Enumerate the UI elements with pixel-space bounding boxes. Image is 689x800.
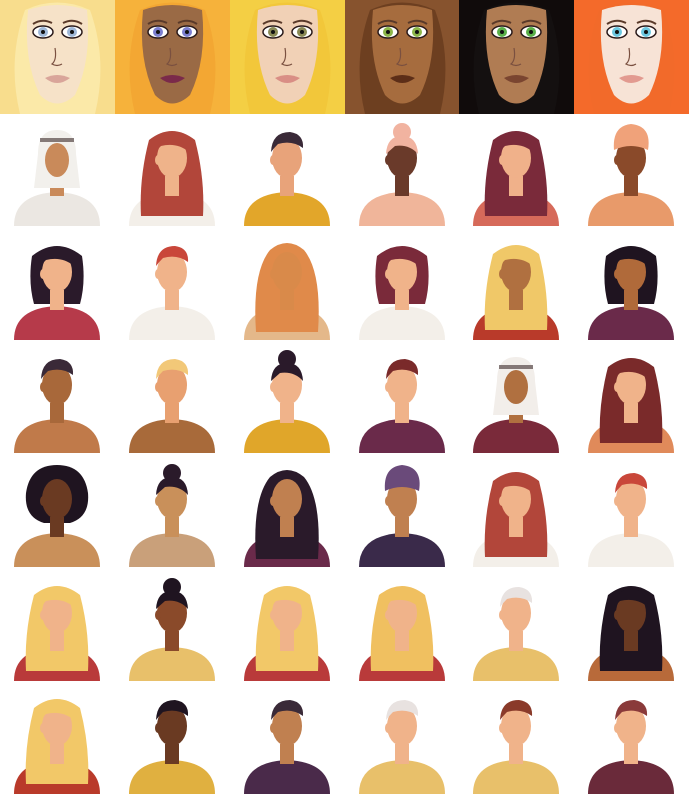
avatar-man-bearded-brown <box>345 345 459 458</box>
avatar-man-dark-short <box>115 686 229 799</box>
avatar-woman-long-blonde-back <box>0 573 114 686</box>
avatar-woman-black-bob <box>0 232 114 345</box>
avatar-woman-long-wavy-red <box>459 459 573 572</box>
avatar-man-curly-red-hair <box>574 459 688 572</box>
avatar-man-white-headscarf <box>459 345 573 458</box>
avatar-woman-long-blonde <box>0 686 114 799</box>
avatar-woman-maroon-hair <box>459 118 573 231</box>
face-golden-hair-violet-eyes <box>114 0 230 114</box>
face-curly-blonde-hazel-eyes <box>229 0 345 114</box>
avatar-man-afro <box>0 459 114 572</box>
avatar-woman-black-hair-hoop <box>574 232 688 345</box>
avatar-man-blonde-profile <box>115 345 229 458</box>
avatar-woman-orange-turban <box>574 118 688 231</box>
avatar-woman-pink-headscarf-back <box>345 118 459 231</box>
avatar-man-bun-beard <box>0 345 114 458</box>
avatar-man-headphones <box>574 686 688 799</box>
avatar-woman-high-bun-dark <box>115 573 229 686</box>
avatar-man-white-hair-glasses <box>459 573 573 686</box>
avatar-man-blonde-dreads <box>345 573 459 686</box>
avatar-woman-black-hijab <box>230 459 344 572</box>
avatar-man-beard-glasses-dark <box>230 686 344 799</box>
face-blonde-blue-eyes <box>0 0 115 114</box>
face-red-hair-blue-eyes <box>574 0 689 114</box>
face-curly-brown-green-eyes <box>344 0 460 114</box>
face-dark-hair-green-eyes <box>459 0 575 114</box>
avatar-woman-braids-dark <box>574 573 688 686</box>
avatar-man-blonde-braids <box>459 232 573 345</box>
avatar-man-white-keffiyeh <box>0 118 114 231</box>
avatar-woman-low-bun <box>115 459 229 572</box>
avatar-man-grey-hair-glasses <box>345 686 459 799</box>
avatar-woman-blonde-ponytail <box>230 573 344 686</box>
avatar-woman-top-bun <box>230 345 344 458</box>
avatar-man-purple-cap-beard <box>345 459 459 572</box>
avatar-woman-orange-hijab <box>230 232 344 345</box>
avatar-woman-long-brown-hair-cap <box>574 345 688 458</box>
avatar-man-brown-hair-beard <box>459 686 573 799</box>
avatar-woman-maroon-bob <box>345 232 459 345</box>
avatar-man-dark-hair-profile <box>230 118 344 231</box>
avatar-man-red-curly-hair <box>115 232 229 345</box>
avatar-woman-long-red-hair <box>115 118 229 231</box>
